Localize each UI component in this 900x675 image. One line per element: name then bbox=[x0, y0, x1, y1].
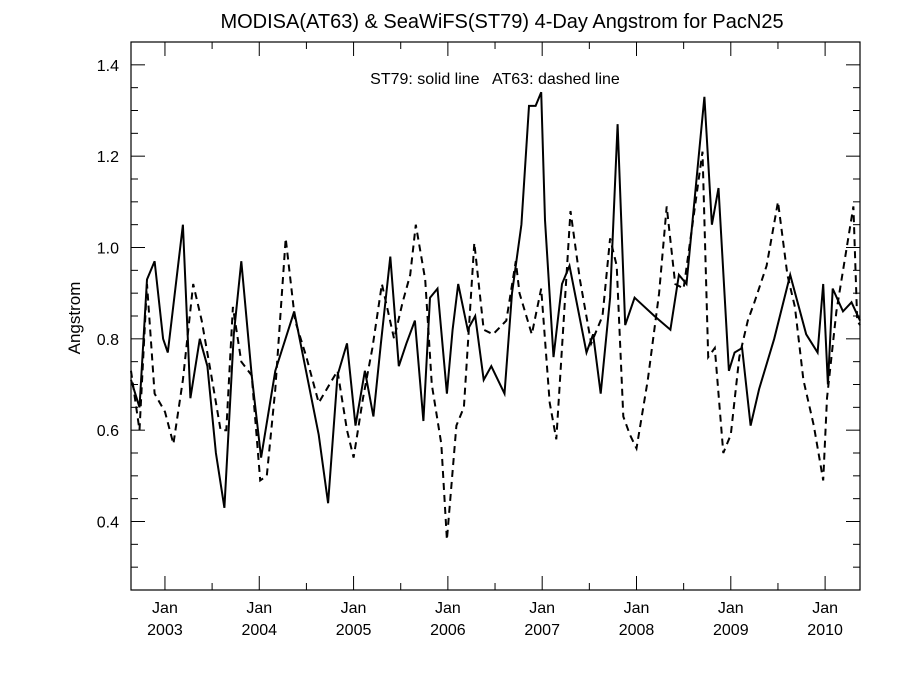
x-tick-label-month: Jan bbox=[624, 600, 650, 617]
plot-frame bbox=[130, 41, 861, 591]
x-tick-label-year: 2008 bbox=[619, 622, 655, 639]
x-tick-label-year: 2004 bbox=[241, 622, 277, 639]
y-tick-label: 0.6 bbox=[97, 423, 119, 440]
x-tick-label-month: Jan bbox=[529, 600, 555, 617]
x-tick-label-month: Jan bbox=[718, 600, 744, 617]
y-tick-label: 1.2 bbox=[97, 149, 119, 166]
y-axis-label: Angstrom bbox=[65, 282, 84, 355]
series-line-st79 bbox=[130, 91, 861, 508]
x-tick-label-year: 2003 bbox=[147, 622, 183, 639]
legend-annotation: ST79: solid line AT63: dashed line bbox=[370, 71, 620, 88]
x-tick-label-year: 2006 bbox=[430, 622, 466, 639]
x-tick-label-month: Jan bbox=[246, 600, 272, 617]
y-tick-label: 0.8 bbox=[97, 332, 119, 349]
x-tick-label-month: Jan bbox=[812, 600, 838, 617]
ticks-layer: 0.4 0.6 0.8 1.0 1.2 1.4 Jan 2003 Jan 2004 Jan 2005 J… bbox=[97, 41, 860, 639]
x-tick-label-year: 2005 bbox=[336, 622, 372, 639]
series-line-at63 bbox=[130, 151, 861, 540]
chart-title: MODISA(AT63) & SeaWiFS(ST79) 4-Day Angst… bbox=[220, 11, 783, 33]
y-tick-label: 1.4 bbox=[97, 58, 119, 75]
series-layer bbox=[130, 91, 861, 540]
x-tick-label-month: Jan bbox=[341, 600, 367, 617]
x-tick-label-year: 2010 bbox=[807, 622, 843, 639]
x-tick-label-month: Jan bbox=[435, 600, 461, 617]
y-tick-label: 0.4 bbox=[97, 515, 119, 532]
x-tick-label-month: Jan bbox=[152, 600, 178, 617]
y-tick-label: 1.0 bbox=[97, 241, 119, 258]
x-tick-label-year: 2007 bbox=[524, 622, 560, 639]
x-tick-label-year: 2009 bbox=[713, 622, 749, 639]
